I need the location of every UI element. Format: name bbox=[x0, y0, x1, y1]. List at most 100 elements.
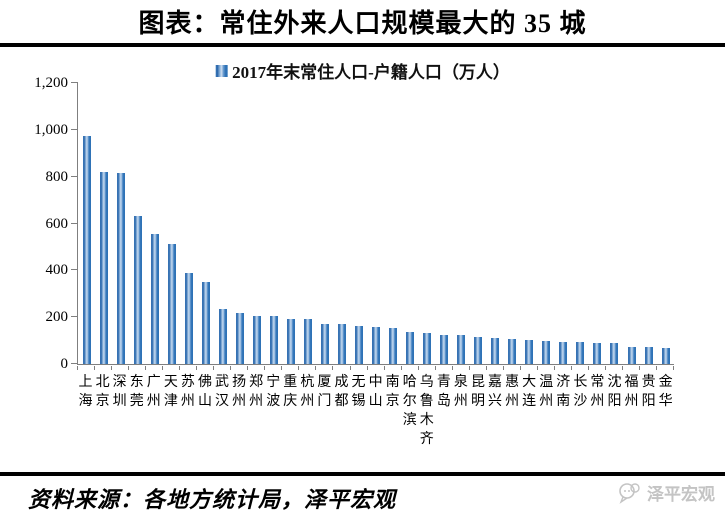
bar bbox=[133, 216, 142, 364]
x-axis-label: 佛 山 bbox=[197, 375, 212, 409]
x-tick bbox=[504, 366, 521, 370]
x-axis-label: 泉 州 bbox=[453, 375, 468, 409]
x-tick bbox=[299, 366, 317, 370]
x-axis-label: 重 庆 bbox=[283, 375, 298, 409]
y-axis-label: 200 bbox=[45, 309, 69, 326]
bar bbox=[610, 343, 619, 364]
bar-column bbox=[78, 83, 95, 364]
x-axis-label: 东 莞 bbox=[129, 375, 144, 409]
bar-column bbox=[316, 83, 333, 364]
bar bbox=[389, 327, 398, 364]
bar-column bbox=[589, 83, 606, 364]
bar bbox=[525, 339, 534, 364]
x-tick bbox=[214, 366, 232, 370]
bar-column bbox=[248, 83, 265, 364]
bar-column bbox=[163, 83, 180, 364]
x-tick bbox=[351, 366, 368, 370]
bar-column bbox=[538, 83, 555, 364]
x-tick bbox=[436, 366, 453, 370]
bar bbox=[252, 316, 261, 364]
bar-column bbox=[555, 83, 572, 364]
x-axis-label: 北 京 bbox=[95, 375, 110, 409]
x-tick bbox=[146, 366, 164, 370]
bar-column bbox=[572, 83, 589, 364]
x-axis-label: 温 州 bbox=[539, 375, 554, 409]
bar-column bbox=[504, 83, 521, 364]
x-tick bbox=[77, 366, 96, 370]
x-tick bbox=[333, 366, 351, 370]
bar-column bbox=[436, 83, 453, 364]
bar bbox=[423, 333, 432, 364]
footer: 资料来源：各地方统计局，泽平宏观 泽平宏观 bbox=[0, 476, 725, 523]
bar bbox=[150, 234, 159, 364]
x-axis-label: 扬 州 bbox=[232, 375, 247, 409]
x-tick bbox=[197, 366, 215, 370]
bar-column bbox=[521, 83, 538, 364]
y-axis-label: 600 bbox=[45, 215, 69, 232]
bar bbox=[372, 327, 381, 364]
bar bbox=[661, 347, 670, 364]
bar bbox=[576, 341, 585, 364]
x-axis-ticks bbox=[77, 366, 675, 370]
bar-column bbox=[606, 83, 623, 364]
bar bbox=[474, 336, 483, 364]
x-tick bbox=[623, 366, 641, 370]
top-rule bbox=[0, 43, 725, 47]
bar-column bbox=[180, 83, 197, 364]
bar bbox=[116, 173, 125, 364]
x-axis-label: 常 州 bbox=[590, 375, 605, 409]
x-axis-label: 贵 阳 bbox=[641, 375, 656, 409]
x-tick bbox=[521, 366, 538, 370]
x-axis-label: 哈 尔 滨 bbox=[402, 375, 417, 428]
chart-legend: 2017年末常住人口-户籍人口（万人） bbox=[215, 58, 510, 83]
x-tick bbox=[129, 366, 147, 370]
x-tick bbox=[589, 366, 606, 370]
bar-column bbox=[214, 83, 231, 364]
watermark: 泽平宏观 bbox=[617, 480, 715, 505]
bar-column bbox=[453, 83, 470, 364]
x-tick bbox=[419, 366, 436, 370]
bar bbox=[491, 338, 500, 364]
x-tick bbox=[248, 366, 266, 370]
bar bbox=[99, 171, 108, 364]
x-tick bbox=[487, 366, 504, 370]
bar-column bbox=[265, 83, 282, 364]
bar bbox=[235, 312, 244, 364]
bottom-rule bbox=[0, 472, 725, 476]
x-axis-label: 大 连 bbox=[522, 375, 537, 409]
x-axis-label: 济 南 bbox=[556, 375, 571, 409]
bar bbox=[82, 135, 91, 364]
x-tick bbox=[180, 366, 198, 370]
bar bbox=[286, 318, 295, 364]
bar-column bbox=[129, 83, 146, 364]
x-axis-label: 深 圳 bbox=[112, 375, 127, 409]
x-axis-label: 武 汉 bbox=[215, 375, 230, 409]
bar bbox=[269, 316, 278, 364]
x-tick bbox=[657, 366, 675, 370]
x-axis-labels: 上 海北 京深 圳东 莞广 州天 津苏 州佛 山武 汉扬 州郑 州宁 波重 庆杭… bbox=[77, 373, 674, 459]
x-tick bbox=[316, 366, 334, 370]
x-axis-label: 青 岛 bbox=[436, 375, 451, 409]
bar-column bbox=[623, 83, 640, 364]
x-axis-label: 宁 波 bbox=[266, 375, 281, 409]
bar bbox=[644, 347, 653, 364]
bar-column bbox=[231, 83, 248, 364]
bar-column bbox=[112, 83, 129, 364]
page-title: 图表：常住外来人口规模最大的 35 城 bbox=[138, 9, 587, 38]
x-tick bbox=[385, 366, 402, 370]
bar-column bbox=[402, 83, 419, 364]
x-axis-label: 嘉 兴 bbox=[488, 375, 503, 409]
x-axis-label: 天 津 bbox=[163, 375, 178, 409]
bar-column bbox=[299, 83, 316, 364]
x-tick bbox=[555, 366, 572, 370]
source-text: 资料来源：各地方统计局，泽平宏观 bbox=[28, 487, 397, 512]
bar bbox=[627, 346, 636, 364]
x-tick bbox=[163, 366, 181, 370]
y-tick bbox=[71, 222, 78, 224]
bar bbox=[167, 244, 176, 364]
bar-chart: 2017年末常住人口-户籍人口（万人） 0 200 400 600 800 1,000 1,… bbox=[0, 47, 725, 472]
bar-column bbox=[146, 83, 163, 364]
bar bbox=[559, 341, 568, 364]
y-axis-label: 1,200 bbox=[34, 75, 68, 91]
